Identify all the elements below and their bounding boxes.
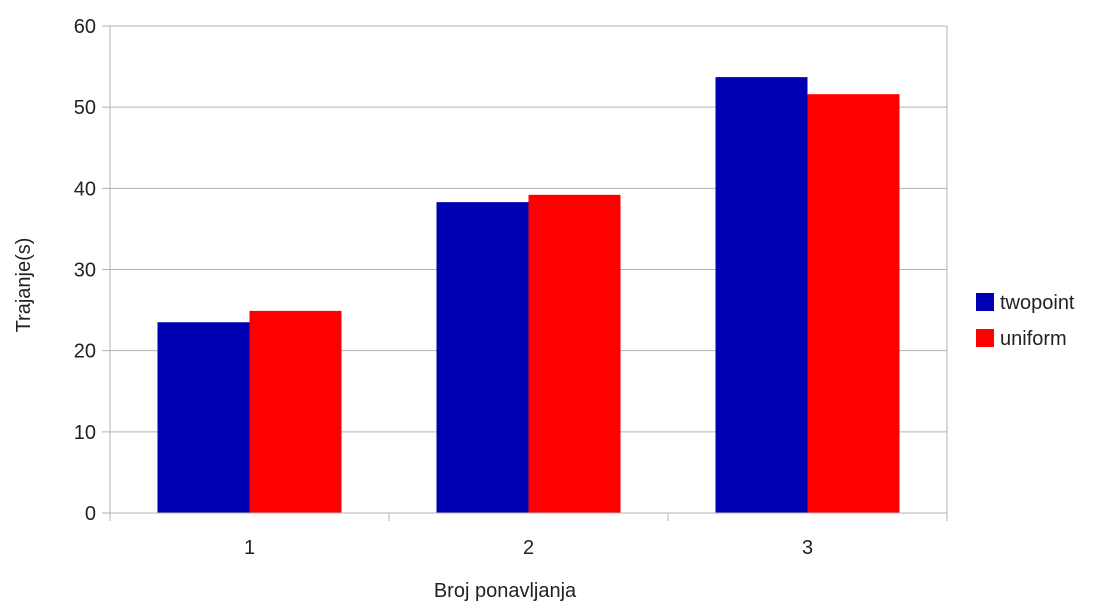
y-tick-label-60: 60	[74, 16, 96, 38]
legend-label-uniform: uniform	[1000, 328, 1067, 350]
bar-twopoint-3	[715, 77, 808, 513]
x-tick-label-1: 1	[244, 537, 255, 559]
bar-twopoint-2	[436, 202, 529, 514]
y-tick-label-30: 30	[74, 260, 96, 282]
y-tick-label-0: 0	[85, 503, 96, 525]
bar-uniform-3	[807, 94, 900, 514]
x-tick-label-3: 3	[802, 537, 813, 559]
x-axis-title: Broj ponavljanja	[434, 580, 577, 602]
legend-label-twopoint: twopoint	[1000, 292, 1075, 314]
legend-swatch-uniform	[976, 329, 994, 347]
axes: 0 10 20 30 40 50 60 1 2 3	[74, 16, 948, 559]
legend: twopoint uniform	[976, 292, 1075, 350]
y-tick-label-20: 20	[74, 341, 96, 363]
legend-swatch-twopoint	[976, 293, 994, 311]
x-tick-label-2: 2	[523, 537, 534, 559]
bars	[157, 77, 900, 514]
bar-uniform-2	[528, 194, 621, 513]
bar-uniform-1	[249, 310, 342, 513]
bar-twopoint-1	[157, 322, 250, 513]
y-tick-label-40: 40	[74, 178, 96, 200]
y-axis-title: Trajanje(s)	[13, 238, 35, 333]
y-tick-label-50: 50	[74, 97, 96, 119]
y-tick-label-10: 10	[74, 422, 96, 444]
